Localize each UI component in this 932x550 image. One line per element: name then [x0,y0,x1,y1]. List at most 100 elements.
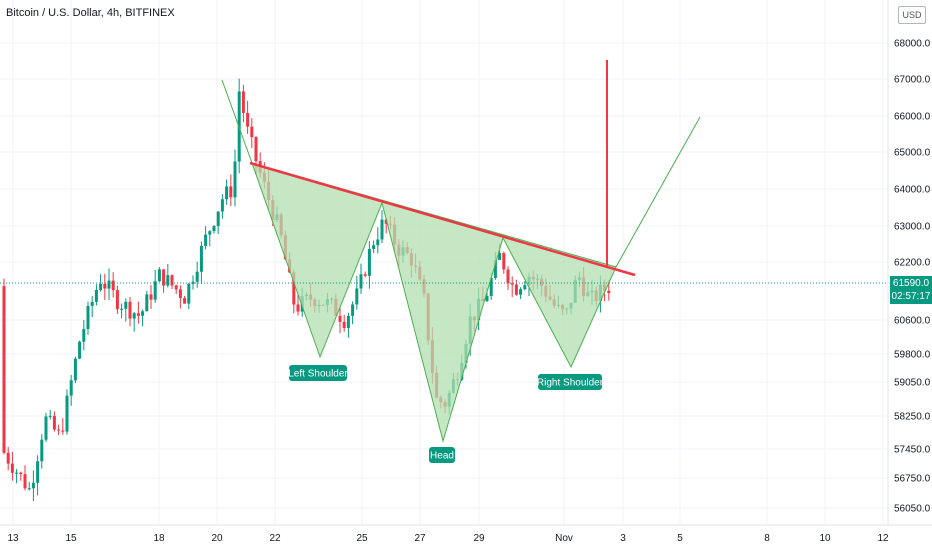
candle-down [342,321,346,328]
chart-title: Bitcoin / U.S. Dollar, 4h, BITFINEX [6,7,175,19]
candle-up [48,415,52,417]
candle-up [82,328,86,342]
candle-up [523,285,527,290]
inverse-head-and-shoulders-pattern[interactable] [221,60,701,443]
candle-down [246,112,250,127]
candle-up [99,283,103,291]
time-tick-label: 29 [473,533,485,544]
candle-up [69,380,73,396]
candle-up [195,271,199,282]
time-tick-label: 27 [414,533,426,544]
candle-down [510,283,514,285]
candle-up [120,308,124,310]
candle-down [183,298,187,304]
candle-up [372,245,376,249]
price-axis[interactable]: 68000.0 67000.0 66000.0 65000.0 64000.0 63000… [887,0,931,525]
candle-up [187,283,191,304]
price-tick-label: 60600.0 [894,316,931,327]
candle-down [363,274,367,276]
price-tick-label: 65000.0 [894,148,931,159]
candle-up [359,274,363,289]
pattern-labels[interactable]: Left Shoulder Head Right Shoulder [288,365,604,463]
candle-up [78,341,82,359]
candle-down [103,283,107,289]
candle-down [254,137,258,162]
pattern-label-box[interactable] [289,365,347,381]
candle-up [31,482,35,489]
time-tick-label: 22 [269,533,281,544]
candle-up [519,289,523,295]
time-tick-label: 18 [153,533,165,544]
candle-up [376,239,380,246]
candle-down [136,313,140,316]
candle-down [6,452,10,464]
candle-up [233,161,237,198]
candle-up [498,253,502,260]
time-tick-label: 12 [877,533,889,544]
price-tick-label: 58250.0 [894,412,931,423]
candle-down [607,290,611,294]
candle-up [124,301,128,309]
price-tick-label: 62200.0 [894,258,931,269]
candle-up [157,269,161,282]
pattern-label: Head [430,451,454,462]
candle-up [220,199,224,212]
time-tick-label: 13 [7,533,19,544]
candle-up [489,277,493,296]
candle-down [149,294,153,300]
candle-up [145,294,149,312]
candle-up [27,488,31,490]
candle-down [292,272,296,305]
candle-down [502,253,506,270]
candle-up [44,416,48,440]
candle-down [52,415,56,430]
price-tick-label: 59050.0 [894,378,931,389]
candle-up [351,304,355,316]
time-tick-label: 20 [211,533,223,544]
candle-up [15,472,19,474]
pattern-label-box[interactable] [538,374,602,390]
time-tick-label: 3 [620,533,626,544]
candle-up [212,226,216,232]
candle-down [384,219,388,224]
candle-down [162,269,166,286]
time-tick-label: 25 [356,533,368,544]
candle-down [61,430,65,432]
candle-down [23,474,27,489]
price-tick-label: 68000.0 [894,39,931,50]
bar-countdown: 02:57:17 [891,291,931,302]
candle-down [57,429,61,431]
pattern-label: Left Shoulder [288,369,348,380]
price-tick-label: 64000.0 [894,185,931,196]
current-price-label: 61590.0 02:57:17 [890,276,932,304]
price-tick-label: 57450.0 [894,445,931,456]
pattern-label-box[interactable] [429,447,455,463]
candle-up [346,315,350,328]
time-tick-label: 8 [764,533,770,544]
projected-breakout-line [615,116,701,268]
candle-down [19,472,23,475]
currency-button[interactable]: USD [898,6,926,24]
price-tick-label: 56750.0 [894,474,931,485]
candle-down [250,126,254,138]
time-tick-label: 15 [65,533,77,544]
price-tick-label: 63000.0 [894,222,931,233]
neckline[interactable] [249,161,636,277]
candle-down [296,304,300,312]
candle-down [229,186,233,198]
candle-down [338,315,342,322]
candle-up [107,280,111,289]
pattern-label: Right Shoulder [537,378,604,389]
grid-lines [0,0,888,525]
pattern-fill [251,162,617,443]
candle-down [170,275,174,286]
candle-up [367,248,371,276]
candle-up [199,245,203,272]
current-price-value: 61590.0 [892,278,930,289]
candle-down [10,463,14,473]
candle-up [225,186,229,200]
time-tick-label: 5 [677,533,683,544]
candle-down [506,269,510,284]
time-axis[interactable]: 13 15 18 20 22 25 27 29 Nov 3 5 8 10 12 [0,524,932,544]
